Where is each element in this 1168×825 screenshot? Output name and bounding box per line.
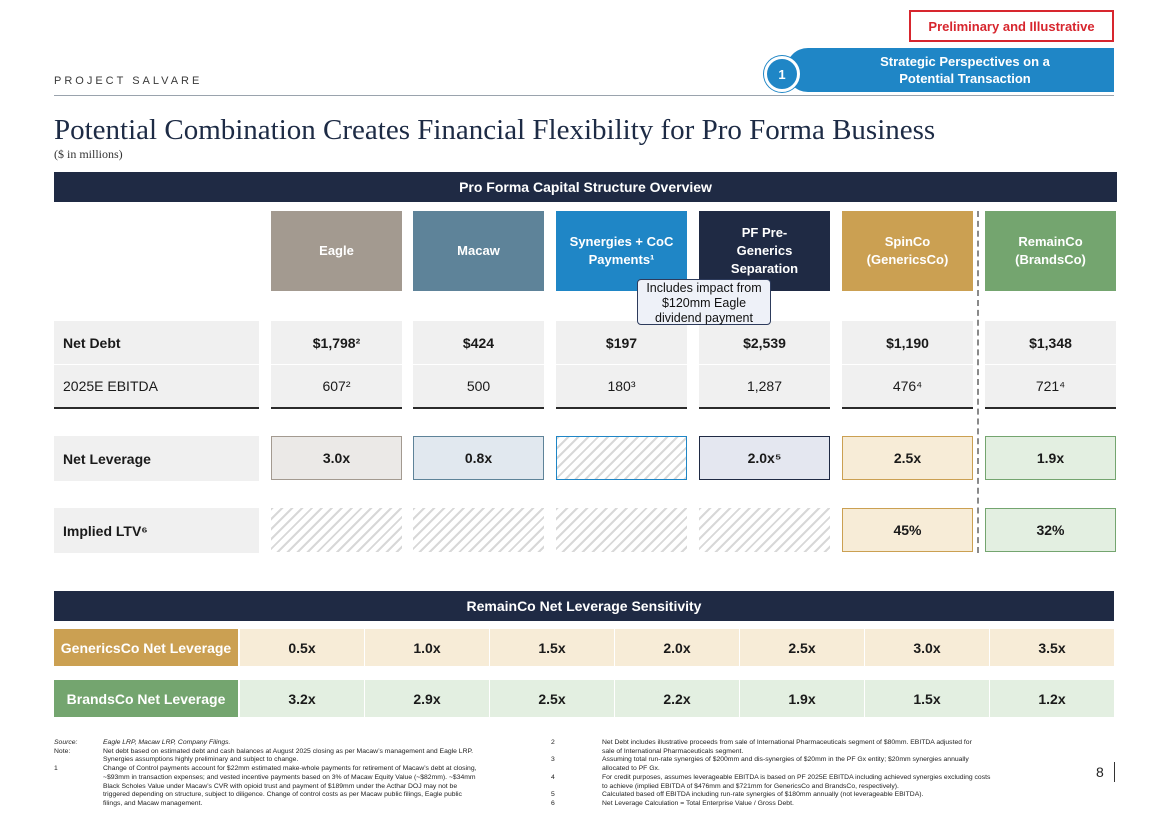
row-divider (413, 407, 544, 409)
net-debt-eagle: $1,798² (271, 321, 402, 364)
footnote-number: 1 (54, 765, 58, 773)
net-debt-spinco: $1,190 (842, 321, 973, 364)
net-debt-synergies: $197 (556, 321, 687, 364)
brandsco-value: 1.5x (865, 680, 989, 717)
footnote-line: triggered depending on structure, subjec… (103, 791, 462, 799)
net-leverage-spinco: 2.5x (842, 436, 973, 480)
row-divider (54, 407, 259, 409)
brandsco-value: 1.2x (990, 680, 1114, 717)
net-leverage-synergies (556, 436, 687, 480)
column-header-spinco: SpinCo (GenericsCo) (842, 211, 973, 291)
header-divider (54, 95, 1114, 96)
genericsco-value: 1.5x (490, 629, 614, 666)
project-name: PROJECT SALVARE (54, 75, 203, 87)
footnote-line: filings, and Macaw management. (103, 799, 203, 807)
row-label-net-debt: Net Debt (54, 321, 259, 364)
genericsco-value: 2.5x (740, 629, 864, 666)
net-debt-macaw: $424 (413, 321, 544, 364)
column-header-eagle: Eagle (271, 211, 402, 291)
page-title: Potential Combination Creates Financial … (54, 114, 936, 146)
row-divider (556, 407, 687, 409)
genericsco-row-label: GenericsCo Net Leverage (54, 629, 238, 666)
footnote-line: Net Leverage Calculation = Total Enterpr… (602, 799, 794, 807)
net-leverage-eagle: 3.0x (271, 436, 402, 480)
note-label: Note: (54, 747, 71, 755)
footnotes-right: 2 Net Debt includes illustrative proceeds… (551, 739, 1071, 809)
column-header-synergies: Synergies + CoC Payments¹ (556, 211, 687, 291)
genericsco-value: 0.5x (240, 629, 364, 666)
column-header-remainco: RemainCo (BrandsCo) (985, 211, 1116, 291)
brandsco-row-label: BrandsCo Net Leverage (54, 680, 238, 717)
section-title: Strategic Perspectives on a Potential Tr… (880, 54, 1050, 86)
row-divider (271, 407, 402, 409)
page-subtitle: ($ in millions) (54, 147, 123, 161)
capital-structure-heading: Pro Forma Capital Structure Overview (54, 172, 1117, 202)
column-header-macaw: Macaw (413, 211, 544, 291)
row-divider (842, 407, 973, 409)
net-leverage-remainco: 1.9x (985, 436, 1116, 480)
preliminary-badge: Preliminary and Illustrative (909, 10, 1114, 42)
net-debt-pf: $2,539 (699, 321, 830, 364)
row-divider (699, 407, 830, 409)
net-debt-remainco: $1,348 (985, 321, 1116, 364)
brandsco-value: 2.5x (490, 680, 614, 717)
ltv-remainco: 32% (985, 508, 1116, 552)
row-label-ebitda: 2025E EBITDA (54, 365, 259, 407)
section-banner: Strategic Perspectives on a Potential Tr… (786, 48, 1114, 92)
net-leverage-macaw: 0.8x (413, 436, 544, 480)
footnote-line: to achieve (implied EBITDA of $476mm and… (602, 782, 899, 790)
footnote-number: 2 (551, 739, 555, 746)
footnote-number: 6 (551, 799, 555, 807)
ebitda-synergies: 180³ (556, 365, 687, 407)
footnote-number: 3 (551, 756, 555, 764)
ebitda-remainco: 721⁴ (985, 365, 1116, 407)
genericsco-value: 1.0x (365, 629, 489, 666)
source-label: Source: (54, 739, 78, 746)
brandsco-value: 2.2x (615, 680, 739, 717)
note-line: Net debt based on estimated debt and cas… (103, 747, 474, 755)
footnote-line: allocated to PF Gx. (602, 765, 660, 773)
row-label-net-leverage: Net Leverage (54, 436, 259, 481)
genericsco-value: 3.5x (990, 629, 1114, 666)
brandsco-value: 3.2x (240, 680, 364, 717)
brandsco-value: 2.9x (365, 680, 489, 717)
row-divider (985, 407, 1116, 409)
brandsco-value: 1.9x (740, 680, 864, 717)
separation-divider (977, 211, 979, 553)
footnote-line: For credit purposes, assumes leverageabl… (602, 773, 991, 781)
page-number-divider (1114, 762, 1115, 782)
footnote-line: ~$93mm in transaction expenses; and vest… (103, 773, 476, 781)
genericsco-value: 3.0x (865, 629, 989, 666)
ebitda-macaw: 500 (413, 365, 544, 407)
ebitda-eagle: 607² (271, 365, 402, 407)
footnote-line: Assuming total run-rate synergies of $20… (602, 756, 969, 764)
source-text: Eagle LRP, Macaw LRP, Company Filings. (103, 739, 231, 746)
footnote-number: 4 (551, 773, 555, 781)
dividend-callout: Includes impact from $120mm Eagle divide… (637, 279, 771, 325)
genericsco-value: 2.0x (615, 629, 739, 666)
footnote-line: sale of International Pharmaceuticals se… (602, 747, 744, 755)
note-line: Synergies assumptions highly preliminary… (103, 756, 299, 764)
ebitda-pf: 1,287 (699, 365, 830, 407)
ltv-eagle (271, 508, 402, 552)
ltv-pf (699, 508, 830, 552)
footnote-number: 5 (551, 791, 555, 799)
sensitivity-heading: RemainCo Net Leverage Sensitivity (54, 591, 1114, 621)
footnote-line: Black Scholes Value under Macaw’s CVR wi… (103, 782, 458, 790)
ltv-synergies (556, 508, 687, 552)
column-header-pf-pre-generics: PF Pre-Generics Separation (699, 211, 830, 291)
footnotes-left: Source: Eagle LRP, Macaw LRP, Company Fil… (54, 739, 554, 809)
ltv-macaw (413, 508, 544, 552)
footnote-line: Net Debt includes illustrative proceeds … (602, 739, 972, 746)
section-number: 1 (764, 56, 800, 92)
net-leverage-pf: 2.0x⁵ (699, 436, 830, 480)
ebitda-spinco: 476⁴ (842, 365, 973, 407)
page-number: 8 (1096, 764, 1104, 780)
row-label-implied-ltv: Implied LTV⁶ (54, 508, 259, 553)
footnote-line: Calculated based off EBITDA including ru… (602, 791, 924, 799)
ltv-spinco: 45% (842, 508, 973, 552)
footnote-line: Change of Control payments account for $… (103, 765, 477, 773)
